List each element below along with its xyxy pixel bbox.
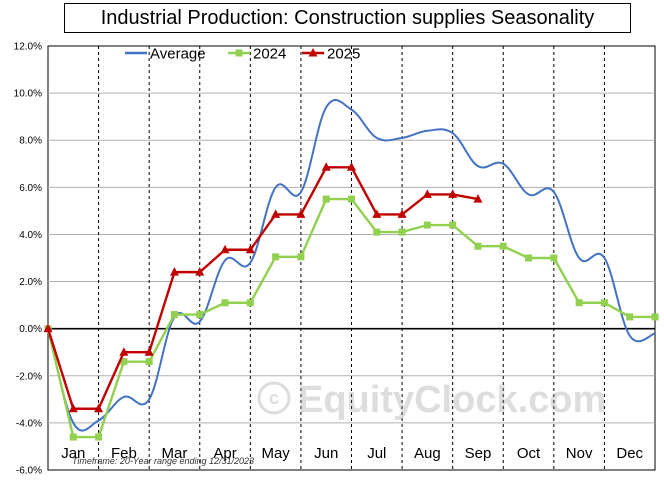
y-tick-label: 6.0% [19, 183, 42, 194]
copyright-icon-letter: c [269, 388, 279, 408]
data-point-2024 [550, 254, 558, 262]
data-point-2024 [170, 311, 178, 319]
y-tick-label: -6.0% [16, 466, 42, 477]
data-point-2024 [145, 358, 153, 366]
x-tick-label: Jun [314, 445, 338, 462]
copyright-icon [257, 381, 291, 415]
chart-title: Industrial Production: Construction supp… [64, 3, 631, 33]
y-tick-label: 8.0% [19, 136, 42, 147]
y-tick-label: -2.0% [16, 371, 42, 382]
data-point-2025 [473, 194, 483, 203]
chart-title-text: Industrial Production: Construction supp… [100, 6, 595, 29]
data-point-2024 [95, 433, 103, 441]
x-tick-label: Mar [162, 445, 188, 462]
data-point-2024 [575, 299, 583, 307]
x-tick-label: Dec [616, 445, 643, 462]
data-point-2024 [120, 358, 128, 366]
data-point-2025 [144, 347, 154, 356]
data-point-2024 [348, 195, 355, 203]
data-point-2024 [373, 228, 381, 236]
data-point-2024 [600, 299, 608, 307]
data-point-2025 [94, 403, 104, 413]
data-point-2024 [272, 253, 280, 261]
x-tick-label: Sep [465, 445, 492, 462]
x-tick-label: Nov [566, 445, 593, 462]
x-tick-label: Jul [367, 445, 386, 462]
timeframe-footnote: Timeframe: 20-Year range ending 12/31/20… [72, 456, 255, 466]
data-point-2025 [347, 162, 356, 171]
data-point-2024 [297, 253, 305, 261]
data-point-2025 [422, 189, 432, 198]
data-point-2024 [246, 299, 254, 307]
data-point-2025 [169, 267, 179, 276]
series-line-2025 [46, 166, 479, 410]
y-tick-label: 12.0% [14, 42, 42, 53]
legend-marker-2024 [235, 49, 243, 57]
x-tick-label: Jan [61, 445, 85, 462]
legend-label-average: Average [150, 46, 206, 63]
y-tick-label: 4.0% [19, 230, 42, 241]
data-point-2024 [474, 242, 482, 250]
data-point-2024 [449, 221, 457, 229]
data-point-2025 [372, 209, 382, 218]
data-point-2025 [245, 244, 255, 254]
y-tick-label: 2.0% [19, 277, 42, 288]
data-point-2025 [68, 403, 78, 413]
legend-label-2025: 2025 [327, 46, 360, 63]
data-point-2025 [195, 267, 205, 276]
y-tick-label: 10.0% [14, 89, 42, 100]
legend-label-2024: 2024 [253, 46, 286, 63]
y-tick-label: 0.0% [19, 324, 42, 335]
x-tick-label: Oct [517, 445, 541, 462]
data-point-2025 [397, 209, 407, 218]
x-tick-label: May [261, 445, 290, 462]
x-tick-label: Aug [414, 445, 441, 462]
data-point-2025 [220, 244, 230, 254]
data-point-2024 [626, 313, 634, 321]
data-point-2024 [398, 228, 406, 236]
legend-marker-2025 [308, 48, 318, 57]
data-point-2025 [271, 209, 281, 218]
data-point-2024 [525, 254, 533, 262]
x-tick-label: Apr [213, 445, 236, 462]
data-point-2025 [448, 189, 458, 198]
data-point-2025 [296, 209, 306, 218]
watermark: c EquityClock.com [257, 379, 606, 421]
data-point-2024 [322, 195, 330, 203]
series-line-average [47, 99, 656, 432]
x-tick-label: Feb [111, 445, 137, 462]
data-point-2024 [651, 313, 659, 321]
y-tick-label: -4.0% [16, 418, 42, 429]
data-point-2024 [69, 433, 77, 441]
data-point-2024 [196, 311, 204, 319]
data-point-2024 [423, 221, 431, 229]
data-point-2025 [119, 347, 129, 356]
data-point-2025 [321, 162, 331, 171]
watermark-text: EquityClock.com [298, 379, 606, 421]
data-point-2024 [221, 299, 229, 307]
data-point-2025 [43, 323, 53, 333]
data-point-2024 [499, 242, 507, 250]
